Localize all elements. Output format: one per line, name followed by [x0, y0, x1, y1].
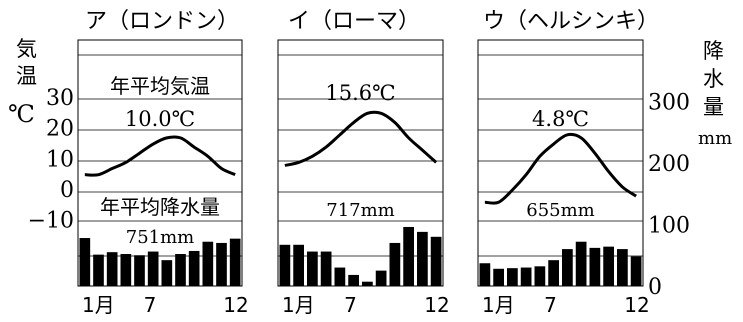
x-tick-label: 12 [223, 293, 248, 317]
right-axis-tick: 200 [648, 152, 690, 177]
temperature-line [84, 135, 236, 177]
x-tick-label: 1月 [282, 293, 315, 317]
right-axis-tick: 0 [648, 275, 662, 300]
precipitation-bar [479, 263, 491, 286]
precipitation-bar [79, 238, 91, 286]
precipitation-bar [417, 231, 428, 286]
chart-title: ウ（ヘルシンキ） [483, 9, 659, 34]
label-backdrop [118, 225, 202, 247]
precipitation-bar [507, 268, 518, 286]
right-axis-label-char: 量 [703, 95, 724, 119]
precipitation-bar [534, 266, 546, 286]
x-tick-label: 7 [544, 293, 557, 317]
precipitation-bar [348, 274, 359, 286]
right-axis-unit: mm [698, 128, 732, 149]
precipitation-bar [334, 267, 346, 286]
precipitation-bar [307, 251, 318, 286]
precipitation-bar [430, 236, 442, 286]
precipitation-bar [188, 250, 200, 286]
precipitation-bar [589, 247, 601, 286]
precipitation-bar [320, 251, 332, 286]
precipitation-bar [375, 270, 387, 286]
annual-mean-temp: 4.8℃ [532, 107, 589, 131]
precipitation-bar [562, 249, 573, 286]
label-backdrop [92, 195, 228, 219]
chart-title: イ（ローマ） [288, 9, 420, 34]
temperature-line [284, 110, 438, 167]
right-axis-label-char: 降 [703, 39, 724, 63]
x-tick-label: 12 [424, 293, 449, 317]
precipitation-bar [93, 254, 104, 286]
label-backdrop [92, 74, 228, 98]
x-tick-label: 12 [624, 293, 649, 317]
left-axis-label-char: 温 [16, 64, 37, 88]
left-axis-unit: ℃ [8, 100, 35, 128]
left-axis-tick: 20 [46, 117, 74, 142]
precipitation-bar [548, 260, 559, 286]
precipitation-bar [147, 251, 159, 286]
chart-frame [77, 39, 243, 287]
left-axis-tick: 10 [46, 147, 74, 172]
label-backdrop [318, 198, 403, 220]
precipitation-bar [229, 238, 241, 286]
right-axis-tick: 100 [648, 214, 690, 239]
precipitation-bar [279, 244, 291, 286]
chart-title: ア（ロンドン） [85, 9, 239, 34]
annual-precip: 655mm [526, 200, 595, 221]
left-axis-tick: 0 [60, 178, 74, 203]
precipitation-bar [216, 242, 227, 286]
precipitation-bar [362, 281, 373, 286]
precipitation-bar [161, 260, 173, 286]
annual-precip: 751mm [126, 227, 195, 248]
x-tick-label: 1月 [82, 293, 115, 317]
temperature-line [484, 132, 637, 205]
x-tick-label: 7 [144, 293, 157, 317]
precipitation-bar [603, 246, 614, 286]
precipitation-bar [134, 255, 145, 286]
right-axis-label-char: 水 [703, 67, 724, 91]
precipitation-bar [575, 241, 587, 286]
precipitation-bar [202, 241, 214, 286]
precipitation-bar [120, 254, 132, 286]
chart-frame [477, 39, 644, 287]
precipitation-bar [403, 226, 414, 286]
precipitation-bar [175, 254, 186, 286]
precipitation-bar [617, 249, 628, 286]
x-tick-label: 7 [344, 293, 357, 317]
annual-mean-temp: 10.0℃ [125, 107, 195, 131]
precipitation-bar [293, 244, 304, 286]
annual-mean-temp: 15.6℃ [325, 81, 395, 105]
legend-temperature-label: 年平均気温 [110, 74, 210, 98]
label-backdrop [518, 198, 603, 220]
x-tick-label: 1月 [482, 293, 515, 317]
right-axis-tick: 300 [648, 91, 690, 116]
precipitation-bar [389, 242, 401, 286]
precipitation-bar [106, 252, 118, 286]
legend-precipitation-label: 年平均降水量 [100, 195, 220, 219]
precipitation-bar [493, 268, 504, 286]
left-axis-tick: −10 [28, 209, 74, 234]
left-axis-tick: 30 [46, 86, 74, 111]
chart-frame [277, 39, 444, 287]
left-axis-label-char: 気 [16, 37, 37, 61]
annual-precip: 717mm [326, 200, 395, 221]
precipitation-bar [630, 256, 642, 286]
precipitation-bar [520, 267, 532, 286]
